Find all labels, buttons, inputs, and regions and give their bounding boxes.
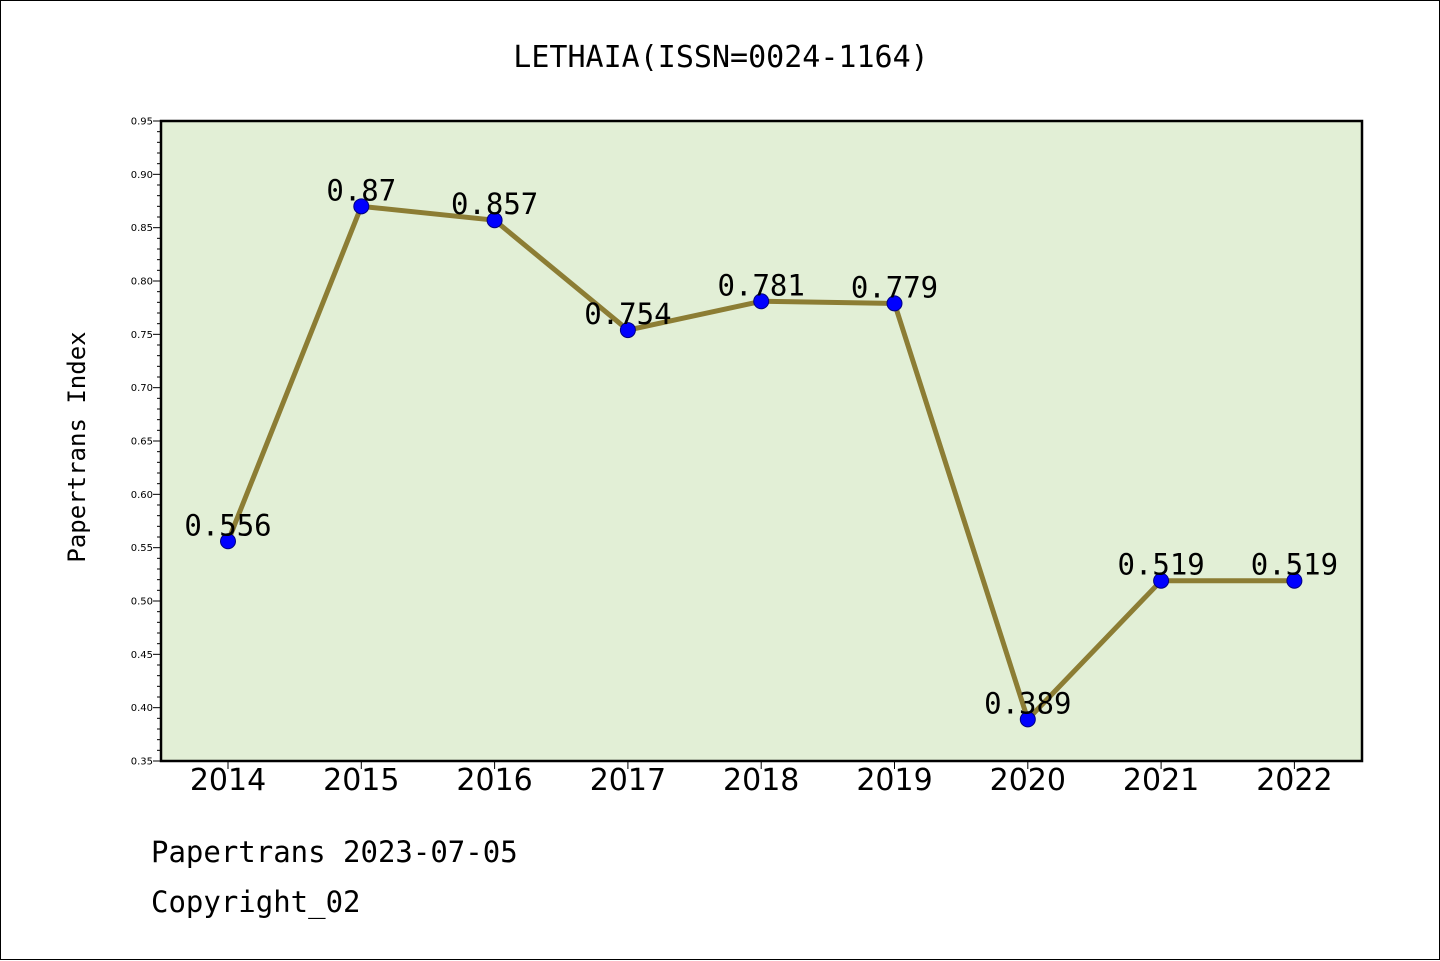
data-label: 0.754 bbox=[584, 297, 671, 331]
data-label: 0.389 bbox=[984, 686, 1071, 720]
y-tick-label: 0.90 bbox=[131, 170, 153, 181]
footer-copyright: Copyright_02 bbox=[151, 885, 361, 919]
plot-area bbox=[159, 119, 1364, 763]
data-point bbox=[353, 198, 370, 215]
data-label: 0.87 bbox=[326, 173, 396, 207]
data-label: 0.857 bbox=[451, 187, 538, 221]
data-label: 0.519 bbox=[1117, 548, 1204, 582]
y-tick-label: 0.70 bbox=[131, 383, 153, 394]
y-tick-label: 0.55 bbox=[131, 543, 153, 554]
y-tick-label: 0.60 bbox=[131, 490, 153, 501]
data-labels: 0.556 0.87 0.857 0.754 0.781 0.779 0.389 0.519 0… bbox=[184, 173, 1338, 720]
data-label: 0.781 bbox=[718, 268, 805, 302]
y-axis-label: Papertrans Index bbox=[63, 331, 91, 562]
x-tick-label: 2016 bbox=[456, 763, 532, 798]
x-tick-label: 2021 bbox=[1123, 763, 1199, 798]
y-tick-label: 0.85 bbox=[131, 223, 153, 234]
x-tick-label: 2018 bbox=[723, 763, 799, 798]
data-point bbox=[220, 533, 236, 550]
data-point bbox=[1019, 711, 1036, 728]
x-tick-label: 2015 bbox=[323, 763, 399, 798]
x-tick-label: 2020 bbox=[990, 763, 1066, 798]
data-point bbox=[619, 322, 636, 339]
data-label: 0.556 bbox=[184, 508, 271, 542]
y-tick-label: 0.45 bbox=[131, 650, 153, 661]
axis-ticks: 0.35 0.40 0.45 0.50 0.55 0.60 0.65 0.70 0.75 0.80… bbox=[131, 117, 1333, 799]
x-tick-label: 2022 bbox=[1256, 763, 1332, 798]
y-tick-label: 0.35 bbox=[131, 757, 153, 768]
data-point bbox=[1286, 572, 1303, 589]
chart-title: LETHAIA(ISSN=0024-1164) bbox=[513, 40, 928, 75]
y-tick-label: 0.50 bbox=[131, 597, 153, 608]
data-point bbox=[886, 295, 903, 312]
data-label: 0.779 bbox=[851, 270, 938, 304]
y-tick-label: 0.65 bbox=[131, 437, 153, 448]
x-tick-label: 2014 bbox=[190, 763, 266, 798]
data-label: 0.519 bbox=[1251, 548, 1338, 582]
y-tick-label: 0.80 bbox=[131, 277, 153, 288]
x-tick-label: 2017 bbox=[590, 763, 666, 798]
data-point bbox=[1153, 572, 1170, 589]
x-tick-label: 2019 bbox=[856, 763, 932, 798]
y-tick-label: 0.95 bbox=[131, 117, 153, 128]
y-tick-label: 0.40 bbox=[131, 703, 153, 714]
data-point bbox=[486, 212, 503, 229]
data-points bbox=[220, 198, 1303, 728]
footer-date: Papertrans 2023-07-05 bbox=[151, 835, 518, 869]
data-point bbox=[753, 293, 770, 310]
y-tick-label: 0.75 bbox=[131, 330, 153, 341]
